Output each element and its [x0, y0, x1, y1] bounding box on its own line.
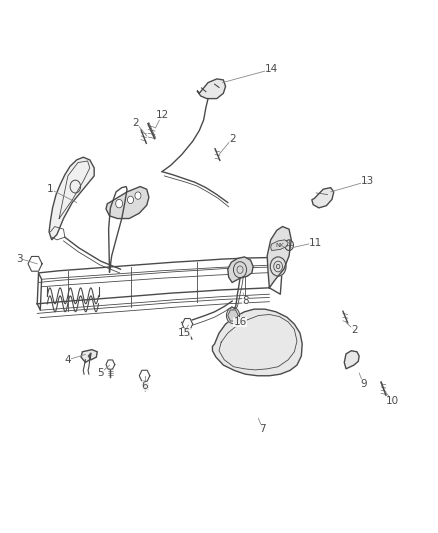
Circle shape [270, 257, 286, 276]
Polygon shape [81, 350, 97, 362]
Polygon shape [49, 157, 94, 240]
Text: 6: 6 [141, 382, 148, 391]
Polygon shape [106, 187, 149, 219]
Text: 3: 3 [16, 254, 23, 263]
Polygon shape [28, 256, 42, 271]
Circle shape [116, 199, 123, 208]
Text: 1: 1 [47, 184, 54, 194]
Polygon shape [312, 188, 334, 208]
Polygon shape [106, 360, 115, 369]
Polygon shape [267, 227, 291, 288]
Text: 10: 10 [385, 396, 399, 406]
Circle shape [226, 308, 240, 324]
Text: 2: 2 [351, 326, 358, 335]
Circle shape [233, 262, 247, 278]
Text: 11: 11 [309, 238, 322, 247]
Circle shape [127, 196, 134, 204]
Circle shape [285, 240, 293, 251]
Text: 16: 16 [233, 318, 247, 327]
Text: 5: 5 [97, 368, 104, 378]
Polygon shape [271, 240, 288, 251]
Polygon shape [182, 319, 193, 329]
Polygon shape [228, 310, 238, 321]
Text: 8: 8 [242, 296, 249, 306]
Text: 9: 9 [360, 379, 367, 389]
Text: 2: 2 [132, 118, 139, 127]
Polygon shape [212, 309, 302, 376]
Text: 13: 13 [361, 176, 374, 186]
Text: 12: 12 [155, 110, 169, 119]
Text: 4: 4 [64, 355, 71, 365]
Text: 2: 2 [229, 134, 236, 143]
Text: NK: NK [275, 243, 284, 248]
Polygon shape [344, 351, 359, 369]
Polygon shape [228, 257, 253, 282]
Circle shape [135, 192, 141, 199]
Text: 7: 7 [259, 424, 266, 434]
Text: 15: 15 [177, 328, 191, 338]
Polygon shape [197, 79, 226, 99]
Polygon shape [139, 370, 150, 381]
Text: 14: 14 [265, 64, 278, 74]
